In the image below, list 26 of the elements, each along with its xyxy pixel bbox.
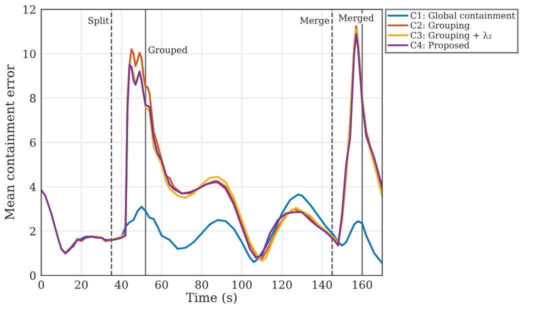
ref-line-label: Merge [300, 17, 330, 26]
y-tick-label: 2 [30, 227, 36, 236]
legend-label: C2: Grouping [410, 22, 470, 30]
ref-line-label: Merged [338, 14, 374, 24]
y-tick-label: 12 [24, 5, 36, 14]
x-axis-title: Time (s) [186, 292, 237, 304]
x-tick-label: 140 [312, 280, 332, 289]
x-tick-label: 40 [114, 280, 128, 289]
x-tick-label: 160 [352, 280, 372, 289]
legend-label: C3: Grouping + λ₂ [410, 32, 492, 40]
x-tick-label: 100 [232, 280, 252, 289]
x-tick-label: 60 [155, 280, 168, 289]
ref-line-label: Grouped [148, 46, 188, 55]
y-tick-label: 0 [30, 271, 36, 280]
y-axis-title: Mean containment error [4, 64, 14, 220]
y-tick-label: 8 [30, 94, 36, 102]
x-tick-label: 0 [38, 280, 44, 289]
x-tick-label: 80 [195, 280, 208, 289]
legend-label: C1: Global containment [410, 12, 516, 19]
x-tick-label: 20 [75, 280, 88, 289]
x-tick-label: 120 [272, 280, 292, 289]
y-tick-label: 6 [30, 138, 36, 147]
y-tick-label: 10 [24, 50, 36, 58]
legend-label: C4: Proposed [410, 42, 470, 50]
y-tick-label: 4 [30, 182, 36, 191]
ref-line-label: Split [88, 16, 109, 26]
